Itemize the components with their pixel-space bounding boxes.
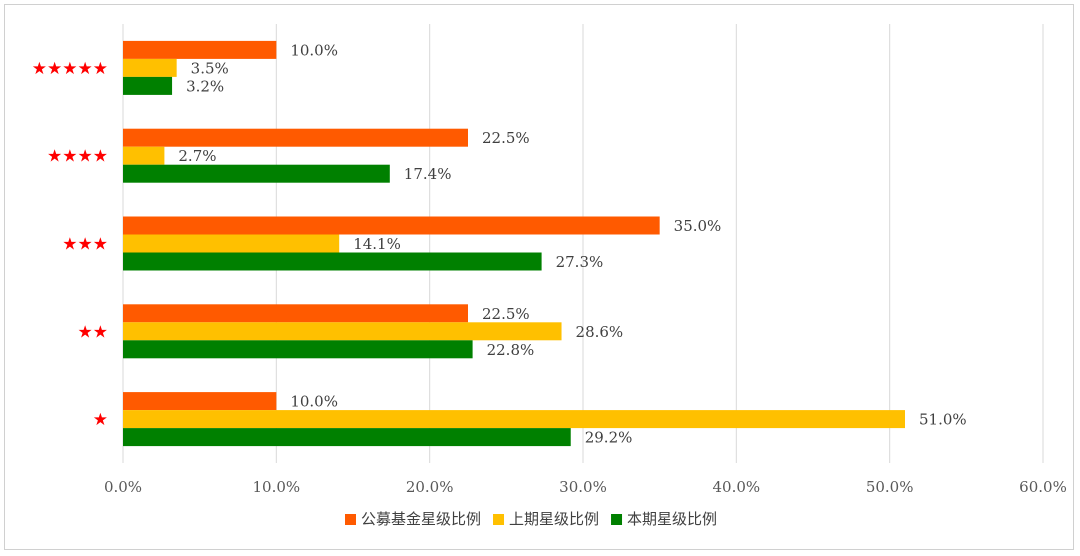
bar xyxy=(123,428,571,447)
bar xyxy=(123,234,340,253)
legend-swatch xyxy=(611,514,623,525)
x-tick-label: 60.0% xyxy=(1019,478,1067,496)
category-label: ★★ xyxy=(78,322,108,342)
bar xyxy=(123,304,468,323)
grid-layer xyxy=(122,24,1044,463)
bar-layer xyxy=(123,40,905,447)
data-label: 29.2% xyxy=(585,429,633,447)
axis-layer: 0.0% 10.0% 20.0% 30.0% 40.0% 50.0% 60.0%★★★★★★… xyxy=(32,59,1067,496)
data-label: 10.0% xyxy=(290,393,338,411)
x-tick-label: 10.0% xyxy=(253,478,301,496)
data-label: 17.4% xyxy=(404,165,452,183)
bar xyxy=(123,392,277,411)
data-label: 3.5% xyxy=(191,59,229,77)
category-label: ★ xyxy=(93,410,108,430)
category-label: ★★★ xyxy=(62,235,108,255)
data-label: 2.7% xyxy=(178,147,216,165)
legend-label: 上期星级比例 xyxy=(509,510,599,528)
data-label: 28.6% xyxy=(576,323,624,341)
legend-swatch xyxy=(493,514,505,525)
bar xyxy=(123,410,905,429)
legend-label: 本期星级比例 xyxy=(627,510,717,528)
bar xyxy=(123,146,165,165)
bar xyxy=(123,340,473,359)
legend-swatch xyxy=(345,514,356,525)
legend: 公募基金星级比例 上期星级比例 本期星级比例 xyxy=(345,510,717,528)
bar xyxy=(123,40,277,59)
x-tick-label: 0.0% xyxy=(104,478,142,496)
data-label: 22.5% xyxy=(482,305,530,323)
bar xyxy=(123,252,542,271)
data-label: 10.0% xyxy=(290,41,338,59)
bar xyxy=(123,76,173,95)
bar xyxy=(123,322,562,341)
bar xyxy=(123,164,390,183)
x-tick-label: 50.0% xyxy=(866,478,914,496)
category-label: ★★★★★ xyxy=(32,59,108,79)
chart-frame xyxy=(4,4,1074,550)
bar xyxy=(123,128,468,147)
data-label: 51.0% xyxy=(919,411,967,429)
label-layer: 10.0% 3.5%3.2% 22.5% 2.7% 17.4% 35.0% 14.1% 27.… xyxy=(178,41,966,446)
data-label: 14.1% xyxy=(353,235,401,253)
category-label: ★★★★ xyxy=(47,147,108,167)
data-label: 35.0% xyxy=(674,217,722,235)
data-label: 22.5% xyxy=(482,129,530,147)
x-tick-label: 30.0% xyxy=(559,478,607,496)
data-label: 3.2% xyxy=(186,77,224,95)
bar xyxy=(123,58,177,77)
legend-label: 公募基金星级比例 xyxy=(361,510,481,528)
x-tick-label: 40.0% xyxy=(713,478,761,496)
data-label: 22.8% xyxy=(487,341,535,359)
data-label: 27.3% xyxy=(556,253,604,271)
x-tick-label: 20.0% xyxy=(406,478,454,496)
bar xyxy=(123,216,660,235)
